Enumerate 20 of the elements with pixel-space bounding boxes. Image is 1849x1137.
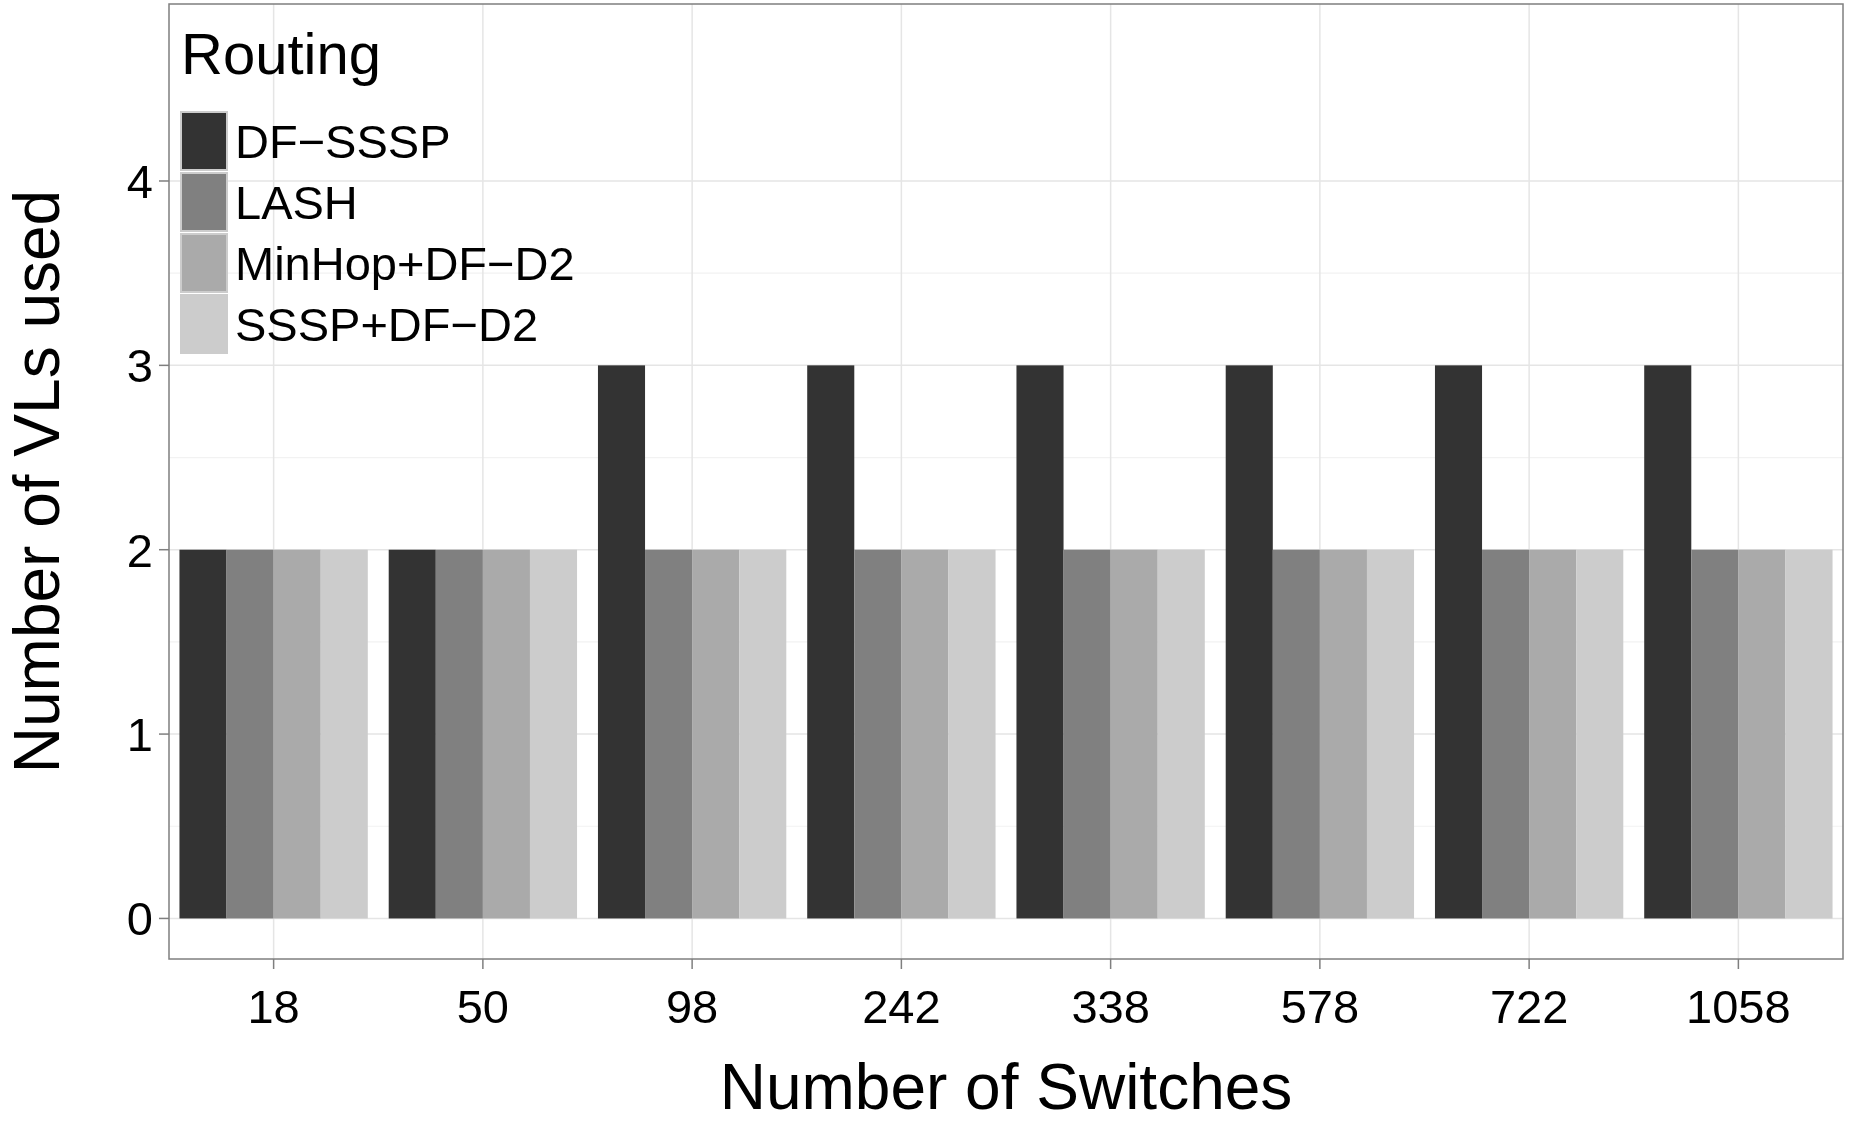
x-tick-label: 18 <box>247 980 300 1033</box>
x-tick-label: 242 <box>862 980 941 1033</box>
y-tick-label: 2 <box>126 523 153 577</box>
y-tick-label: 4 <box>126 154 153 208</box>
x-tick-label: 338 <box>1071 980 1150 1033</box>
legend-title: Routing <box>181 21 381 86</box>
x-tick-label: 98 <box>665 980 719 1033</box>
x-tick-label: 1058 <box>1686 980 1791 1033</box>
x-tick-label: 50 <box>456 980 510 1033</box>
legend-label: SSSP+DF−D2 <box>235 297 539 351</box>
y-tick-label: 3 <box>126 339 153 393</box>
legend-label: MinHop+DF−D2 <box>235 236 575 290</box>
legend-label: DF−SSSP <box>235 114 451 168</box>
y-axis-title: Number of VLs used <box>1 189 73 774</box>
x-tick-label: 578 <box>1280 980 1360 1033</box>
x-axis-title: Number of Switches <box>719 1051 1293 1123</box>
y-tick-label: 1 <box>126 708 153 761</box>
legend-label: LASH <box>235 175 358 229</box>
x-tick-label: 722 <box>1489 980 1569 1033</box>
y-tick-label: 0 <box>126 892 153 946</box>
